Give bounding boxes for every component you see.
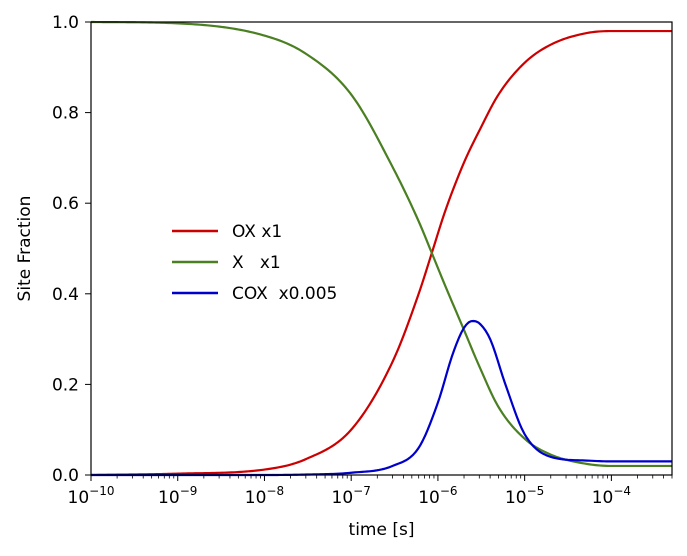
y-axis-label: Site Fraction	[15, 196, 35, 302]
series-line-0	[90, 29, 672, 477]
series-group	[90, 20, 672, 477]
x-axis: 10−10 10−9 10−8 10−7 10−6 10−5 10−4	[68, 475, 673, 508]
series-line-2	[91, 319, 672, 477]
x-tick-label-2: 10−8	[245, 484, 284, 508]
y-tick-label-4: 0.8	[52, 104, 79, 124]
x-tick-label-1: 10−9	[158, 484, 197, 508]
x-tick-label-4: 10−6	[418, 484, 457, 508]
x-tick-label-5: 10−5	[505, 484, 544, 508]
y-tick-label-3: 0.6	[52, 194, 79, 214]
y-tick-label-0: 0.0	[52, 466, 79, 486]
legend-label-2: COX x0.005	[232, 284, 337, 304]
y-axis: 0.0 0.2 0.4 0.6 0.8 1.0	[52, 13, 91, 486]
y-tick-label-2: 0.4	[52, 285, 79, 305]
plot-frame	[90, 21, 673, 476]
legend-label-1: X x1	[232, 253, 281, 273]
series-line-1	[90, 20, 672, 468]
legend: OX x1 X x1 COX x0.005	[172, 222, 337, 304]
x-axis-label: time [s]	[349, 520, 415, 540]
legend-label-0: OX x1	[232, 222, 282, 242]
y-tick-label-1: 0.2	[52, 375, 79, 395]
y-tick-label-5: 1.0	[52, 13, 79, 33]
x-tick-label-3: 10−7	[332, 484, 371, 508]
x-tick-label-0: 10−10	[68, 484, 115, 508]
x-tick-label-6: 10−4	[592, 484, 631, 508]
